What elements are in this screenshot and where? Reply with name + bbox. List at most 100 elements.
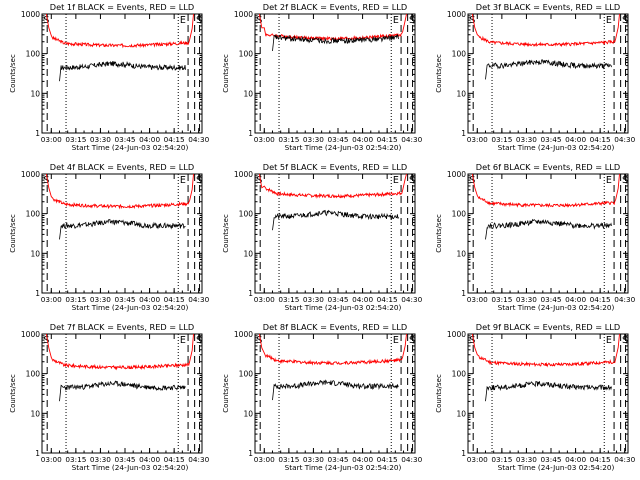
x-tick-label: 04:30 xyxy=(188,135,209,144)
x-tick-label: 03:30 xyxy=(516,455,537,464)
y-axis-label: Counts/sec xyxy=(435,54,443,93)
y-axis-label: Counts/sec xyxy=(9,54,17,93)
y-tick-label: 1000 xyxy=(21,10,40,19)
x-tick-label: 03:45 xyxy=(327,295,348,304)
x-tick-label: 04:15 xyxy=(377,135,398,144)
y-tick-label: 10 xyxy=(30,409,40,418)
phase-marker-label: S xyxy=(469,175,475,186)
x-tick-label: 04:30 xyxy=(614,135,635,144)
detector-panel-5: Det 5f BLACK = Events, RED = LLD 1 10 100 10… xyxy=(222,162,423,312)
x-tick-label: 03:00 xyxy=(41,135,62,144)
x-tick-label: 04:30 xyxy=(188,455,209,464)
y-tick-label: 1000 xyxy=(234,170,253,179)
lld-series-line xyxy=(45,333,194,371)
panel-title: Det 2f BLACK = Events, RED = LLD xyxy=(263,2,407,12)
x-tick-label: 03:30 xyxy=(303,455,324,464)
phase-marker-label: S xyxy=(469,15,475,26)
x-axis-label: Start Time (24-Jun-03 02:54:20) xyxy=(285,143,402,152)
lld-series-line xyxy=(258,173,407,199)
panel-title: Det 1f BLACK = Events, RED = LLD xyxy=(50,2,194,12)
y-tick-label: 1000 xyxy=(21,170,40,179)
x-tick-label: 04:00 xyxy=(352,295,373,304)
x-tick-label: 04:00 xyxy=(565,455,586,464)
y-tick-label: 1000 xyxy=(447,330,466,339)
phase-marker-label: S xyxy=(409,335,415,346)
y-tick-label: 1 xyxy=(248,449,253,458)
plot-frame xyxy=(254,333,416,454)
panel-title: Det 5f BLACK = Events, RED = LLD xyxy=(263,162,407,172)
y-tick-label: 10 xyxy=(456,89,466,98)
y-tick-label: 10 xyxy=(456,249,466,258)
plot-frame xyxy=(467,333,629,454)
x-tick-label: 03:45 xyxy=(540,295,561,304)
y-tick-label: 10 xyxy=(243,409,253,418)
y-tick-label: 100 xyxy=(452,370,467,379)
y-tick-label: 100 xyxy=(26,370,41,379)
phase-marker-label: S xyxy=(256,335,262,346)
events-series-line xyxy=(59,380,186,402)
x-tick-label: 04:00 xyxy=(139,455,160,464)
x-tick-label: 04:15 xyxy=(377,455,398,464)
x-tick-label: 03:00 xyxy=(467,135,488,144)
x-tick-label: 03:45 xyxy=(540,135,561,144)
plot-frame xyxy=(41,173,203,294)
panel-title: Det 9f BLACK = Events, RED = LLD xyxy=(476,322,620,332)
y-tick-label: 100 xyxy=(452,50,467,59)
y-tick-label: 1000 xyxy=(447,170,466,179)
phase-marker-label: S xyxy=(43,15,49,26)
phase-marker-label: S xyxy=(43,175,49,186)
phase-marker-label: S xyxy=(469,335,475,346)
phase-marker-label: E xyxy=(180,175,186,186)
events-series-line xyxy=(59,218,186,240)
y-tick-label: 100 xyxy=(452,210,467,219)
y-tick-label: 10 xyxy=(243,89,253,98)
x-tick-label: 03:30 xyxy=(303,135,324,144)
x-tick-label: 04:00 xyxy=(352,135,373,144)
phase-marker-label: S xyxy=(622,175,628,186)
plot-frame xyxy=(467,173,629,294)
x-axis-label: Start Time (24-Jun-03 02:54:20) xyxy=(498,143,615,152)
phase-marker-label: E xyxy=(393,335,399,346)
y-tick-label: 10 xyxy=(30,249,40,258)
x-tick-label: 03:30 xyxy=(90,295,111,304)
x-tick-label: 04:00 xyxy=(565,135,586,144)
panel-title: Det 4f BLACK = Events, RED = LLD xyxy=(50,162,194,172)
detector-panel-7: Det 7f BLACK = Events, RED = LLD 1 10 100 10… xyxy=(9,322,210,472)
x-tick-label: 03:15 xyxy=(491,295,512,304)
detector-panel-9: Det 9f BLACK = Events, RED = LLD 1 10 100 10… xyxy=(435,322,636,472)
panel-title: Det 3f BLACK = Events, RED = LLD xyxy=(476,2,620,12)
x-tick-label: 04:15 xyxy=(590,455,611,464)
x-tick-label: 03:00 xyxy=(254,455,275,464)
detector-panel-6: Det 6f BLACK = Events, RED = LLD 1 10 100 10… xyxy=(435,162,636,312)
phase-marker-label: E xyxy=(606,15,612,26)
x-tick-label: 03:00 xyxy=(41,455,62,464)
x-tick-label: 04:15 xyxy=(164,455,185,464)
x-tick-label: 03:45 xyxy=(114,295,135,304)
y-tick-label: 100 xyxy=(26,50,41,59)
plot-frame xyxy=(254,173,416,294)
phase-marker-label: E xyxy=(180,335,186,346)
x-tick-label: 04:30 xyxy=(401,135,422,144)
x-tick-label: 04:00 xyxy=(139,295,160,304)
phase-marker-label: S xyxy=(622,335,628,346)
y-tick-label: 1 xyxy=(35,129,40,138)
y-tick-label: 10 xyxy=(456,409,466,418)
x-axis-label: Start Time (24-Jun-03 02:54:20) xyxy=(498,303,615,312)
detector-panel-1: Det 1f BLACK = Events, RED = LLD 1 10 100 10… xyxy=(9,2,210,152)
x-tick-label: 03:30 xyxy=(516,295,537,304)
y-axis-label: Counts/sec xyxy=(435,214,443,253)
x-tick-label: 04:15 xyxy=(164,295,185,304)
x-tick-label: 03:15 xyxy=(278,455,299,464)
y-tick-label: 100 xyxy=(239,370,254,379)
x-tick-label: 03:15 xyxy=(65,455,86,464)
plot-frame xyxy=(254,13,416,134)
detector-panel-3: Det 3f BLACK = Events, RED = LLD 1 10 100 10… xyxy=(435,2,636,152)
x-tick-label: 04:15 xyxy=(164,135,185,144)
y-axis-label: Counts/sec xyxy=(9,214,17,253)
x-tick-label: 04:15 xyxy=(377,295,398,304)
x-axis-label: Start Time (24-Jun-03 02:54:20) xyxy=(285,303,402,312)
x-tick-label: 03:00 xyxy=(254,135,275,144)
x-tick-label: 04:30 xyxy=(614,295,635,304)
phase-marker-label: S xyxy=(256,175,262,186)
y-tick-label: 10 xyxy=(30,89,40,98)
